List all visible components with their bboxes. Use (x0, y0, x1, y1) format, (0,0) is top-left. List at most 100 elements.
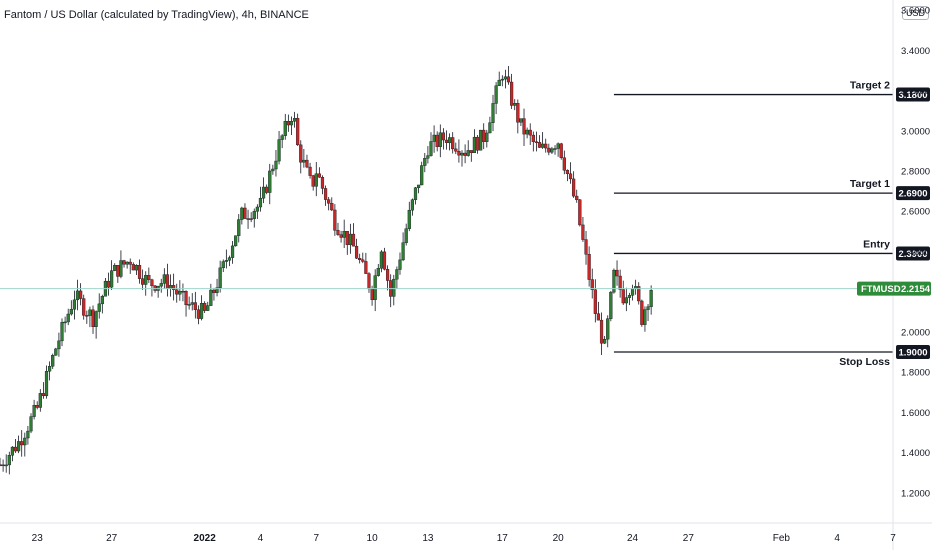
candle-up (240, 207, 244, 220)
candle-up (4, 464, 8, 467)
candle-up (472, 136, 477, 154)
candle-up (60, 322, 64, 342)
candle-up (624, 297, 628, 304)
candle-up (277, 139, 281, 162)
candle-down (559, 143, 563, 158)
candle-up (26, 430, 30, 439)
price-tick-label: 1.6000 (901, 408, 930, 419)
levels-layer: Target 2 3.1800 Target 1 2.6900 Entry 2.3900 S… (613, 80, 930, 368)
candle-down (317, 173, 321, 178)
candle-down (537, 142, 542, 148)
candle-down (621, 289, 625, 304)
candle-down (246, 218, 250, 220)
candle-up (178, 290, 182, 295)
candle-down (311, 175, 315, 187)
candle-up (69, 308, 73, 315)
candle-up (556, 143, 560, 149)
candle-down (345, 231, 349, 245)
price-tick-label: 1.8000 (901, 368, 930, 379)
currency-button[interactable]: USD (902, 6, 930, 20)
candle-down (382, 251, 387, 270)
candle-up (237, 219, 241, 236)
candle-up (643, 309, 647, 325)
candle-down (13, 446, 18, 452)
level-price-text: 3.1800 (898, 90, 927, 101)
candle-down (444, 139, 449, 143)
candle-up (488, 122, 492, 134)
time-tick-label: 17 (497, 533, 509, 544)
last-price-tag (857, 281, 931, 296)
candle-down (454, 148, 458, 152)
candle-down (385, 268, 390, 281)
candle-down (339, 234, 343, 238)
candle-up (32, 405, 36, 417)
candle-up (234, 235, 238, 247)
candle-down (333, 209, 337, 231)
level-label: Entry (863, 238, 890, 250)
candle-down (590, 279, 594, 290)
time-tick-label: 13 (422, 533, 434, 544)
time-axis[interactable]: 23 27 2022 4 7 10 13 17 20 24 27 Feb 4 7 (0, 522, 932, 544)
candle-up (612, 269, 616, 293)
candle-up (609, 291, 613, 319)
candle-up (190, 302, 194, 305)
candle-down (203, 303, 207, 311)
candle-up (519, 118, 523, 123)
candle-down (510, 81, 514, 106)
candle-up (401, 242, 405, 261)
time-tick-label: 10 (367, 533, 379, 544)
candle-up (416, 184, 421, 188)
candle-down (482, 129, 486, 142)
candle-down (572, 178, 576, 197)
candle-up (7, 455, 11, 466)
price-tick-label: 2.4000 (901, 247, 930, 258)
candle-down (534, 141, 539, 143)
last-price-marker: FTMUSD 2.2154 (0, 281, 931, 296)
candle-up (54, 348, 58, 356)
candle-down (131, 264, 135, 271)
time-tick-label: 27 (106, 533, 118, 544)
candle-up (224, 260, 228, 262)
candle-up (410, 199, 414, 211)
level-price-tag (896, 87, 930, 102)
time-tick-label: 20 (553, 533, 565, 544)
candle-up (497, 79, 501, 86)
price-tick-label: 1.2000 (901, 488, 930, 499)
candle-up (404, 228, 408, 243)
candle-up (100, 296, 104, 305)
candle-up (292, 118, 297, 122)
candle-up (97, 303, 101, 312)
time-tick-label: Feb (773, 533, 791, 544)
price-axis[interactable]: 1.20001.40001.60001.80002.00002.20002.40… (892, 0, 930, 550)
candle-down (463, 152, 467, 156)
candle-down (265, 186, 269, 193)
candle-down (618, 275, 622, 290)
candle-up (494, 85, 498, 104)
candle-down (243, 207, 247, 219)
candle-up (255, 206, 259, 212)
candle-down (516, 103, 520, 123)
time-tick-label: 4 (834, 533, 840, 544)
candle-up (500, 78, 504, 81)
candle-down (172, 285, 176, 290)
candle-down (506, 76, 511, 83)
candle-up (460, 152, 464, 156)
candle-up (649, 290, 653, 307)
candle-up (630, 288, 635, 296)
candle-up (553, 148, 557, 150)
candle-down (305, 159, 309, 168)
level-price-text: 1.9000 (898, 348, 927, 359)
candle-down (85, 315, 89, 317)
last-price-value: 2.2154 (901, 284, 931, 295)
candle-down (128, 261, 132, 265)
candle-up (66, 313, 70, 323)
candle-up (429, 141, 433, 156)
candle-down (575, 195, 579, 200)
candle-down (581, 224, 585, 240)
level-price-tag (896, 246, 930, 261)
candle-up (274, 160, 278, 170)
candle-up (438, 132, 442, 147)
candle-down (116, 265, 120, 277)
candle-up (10, 446, 15, 456)
